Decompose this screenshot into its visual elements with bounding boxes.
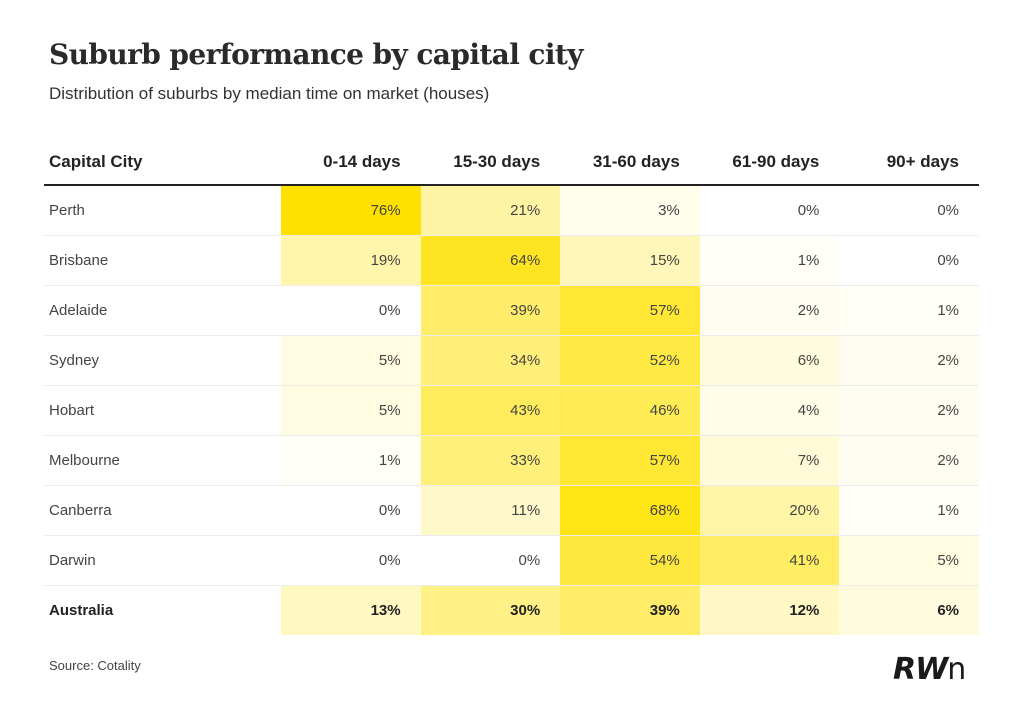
heat-cell: 46% (560, 385, 700, 436)
heat-cell: 43% (420, 385, 561, 436)
heat-cell: 39% (420, 285, 561, 336)
heat-cell: 6% (839, 585, 979, 635)
heat-cell: 15% (560, 235, 700, 286)
header-row: Capital City 0-14 days 15-30 days 31-60 … (44, 140, 979, 186)
heat-cell: 21% (420, 185, 561, 236)
rwn-logo: RWn (893, 652, 966, 687)
column-header: 15-30 days (420, 140, 561, 186)
heat-cell: 3% (560, 185, 700, 236)
heat-cell: 30% (420, 585, 561, 635)
heatmap-table: Capital City 0-14 days 15-30 days 31-60 … (44, 140, 979, 635)
row-label: Sydney (44, 335, 281, 386)
row-label: Canberra (44, 485, 281, 536)
row-label: Australia (49, 602, 114, 619)
heat-cell: 2% (839, 435, 979, 486)
source-note: Source: Cotality (49, 658, 141, 673)
heat-cell: 6% (699, 335, 840, 386)
heat-cell: 0% (281, 535, 421, 586)
heat-cell: 39% (560, 585, 700, 635)
heat-cell: 34% (420, 335, 561, 386)
heat-cell: 64% (420, 235, 561, 286)
chart-title: Suburb performance by capital city (49, 38, 584, 71)
heat-cell: 11% (420, 485, 561, 536)
heat-cell: 20% (699, 485, 840, 536)
row-label: Darwin (44, 535, 281, 586)
table-row: Hobart 5% 43% 46% 4% 2% (44, 385, 979, 436)
heat-cell: 1% (281, 435, 421, 486)
table-row: Melbourne 1% 33% 57% 7% 2% (44, 435, 979, 486)
heat-cell: 5% (281, 385, 421, 436)
heat-cell: 5% (281, 335, 421, 386)
table-row: Canberra 0% 11% 68% 20% 1% (44, 485, 979, 536)
column-header-capital-city: Capital City (44, 140, 281, 186)
heat-cell: 1% (839, 485, 979, 536)
table-row: Perth 76% 21% 3% 0% 0% (44, 185, 979, 236)
table-body: Perth 76% 21% 3% 0% 0% Brisbane 19% 64% 15% 1% 0% Ad… (44, 185, 979, 635)
column-header: 61-90 days (699, 140, 840, 186)
heat-cell: 57% (560, 285, 700, 336)
heat-cell: 57% (560, 435, 700, 486)
column-header: 31-60 days (560, 140, 700, 186)
row-label: Melbourne (44, 435, 281, 486)
heat-cell: 33% (420, 435, 561, 486)
table-row: Brisbane 19% 64% 15% 1% 0% (44, 235, 979, 286)
heat-cell: 0% (699, 185, 840, 236)
heat-cell: 0% (281, 485, 421, 536)
heat-cell: 12% (699, 585, 840, 635)
heat-cell: 41% (699, 535, 840, 586)
heat-cell: 0% (281, 285, 421, 336)
heat-cell: 0% (839, 185, 979, 236)
table-row: Adelaide 0% 39% 57% 2% 1% (44, 285, 979, 336)
table-row: Australia 13% 30% 39% 12% 6% (44, 585, 979, 635)
heat-cell: 52% (560, 335, 700, 386)
heat-cell: 1% (839, 285, 979, 336)
heat-cell: 2% (839, 335, 979, 386)
row-label: Perth (44, 185, 281, 236)
table-row: Sydney 5% 34% 52% 6% 2% (44, 335, 979, 386)
heat-cell: 7% (699, 435, 840, 486)
row-label: Adelaide (44, 285, 281, 336)
heat-cell: 2% (699, 285, 840, 336)
heat-cell: 1% (699, 235, 840, 286)
heat-cell: 54% (560, 535, 700, 586)
column-header: 90+ days (839, 140, 979, 186)
heat-cell: 19% (281, 235, 421, 286)
row-label: Brisbane (44, 235, 281, 286)
heat-cell: 68% (560, 485, 700, 536)
heat-cell: 0% (839, 235, 979, 286)
chart-subtitle: Distribution of suburbs by median time o… (49, 84, 490, 103)
heat-cell: 76% (281, 185, 421, 236)
heat-cell: 4% (699, 385, 840, 436)
heat-cell: 2% (839, 385, 979, 436)
heat-cell: 13% (281, 585, 421, 635)
heat-cell: 5% (839, 535, 979, 586)
row-label: Hobart (44, 385, 281, 436)
heat-cell: 0% (420, 535, 561, 586)
column-header: 0-14 days (281, 140, 421, 186)
table-row: Darwin 0% 0% 54% 41% 5% (44, 535, 979, 586)
